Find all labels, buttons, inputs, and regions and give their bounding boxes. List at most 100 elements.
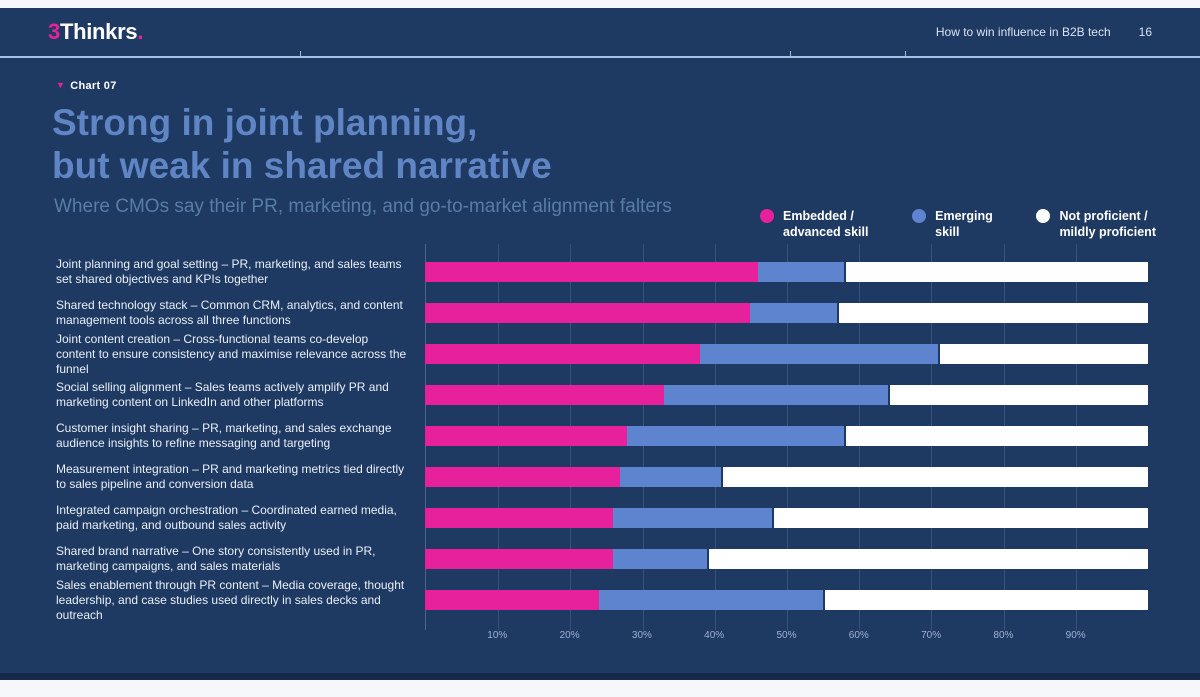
bar-segment-embedded — [425, 590, 599, 611]
category-label: Shared brand narrative – One story consi… — [56, 544, 376, 574]
category-label: Customer insight sharing – PR, marketing… — [56, 421, 392, 451]
document-title: How to win influence in B2B tech — [935, 25, 1111, 39]
bar-segment-not-proficient — [772, 508, 1148, 529]
axis-tick-label: 40% — [704, 629, 725, 641]
stacked-bar — [425, 467, 1148, 488]
category-label: Joint planning and goal setting – PR, ma… — [56, 257, 402, 287]
stacked-bar — [425, 344, 1148, 365]
divider-tick — [905, 51, 906, 56]
chart-row: Customer insight sharing – PR, marketing… — [0, 416, 1200, 457]
divider-tick — [790, 51, 791, 56]
stacked-bar — [425, 549, 1148, 570]
axis-tick-label: 20% — [559, 629, 580, 641]
legend-item: Not proficient / mildly proficient — [1036, 208, 1156, 241]
bar-segment-emerging — [612, 549, 707, 570]
divider-tick — [300, 51, 301, 56]
legend-item: Embedded / advanced skill — [760, 208, 868, 241]
bar-track — [425, 549, 1148, 570]
bar-segment-not-proficient — [721, 467, 1148, 488]
category-label: Joint content creation – Cross-functiona… — [56, 331, 407, 376]
slide: 3Thinkrs. How to win influence in B2B te… — [0, 8, 1200, 680]
bar-segment-embedded — [425, 508, 613, 529]
bar-segment-emerging — [757, 262, 845, 283]
bar-segment-emerging — [750, 303, 838, 324]
bar-segment-not-proficient — [822, 590, 1148, 611]
bar-track — [425, 385, 1148, 406]
chart-row: Measurement integration – PR and marketi… — [0, 457, 1200, 498]
logo-dot: . — [137, 19, 144, 44]
bar-track — [425, 590, 1148, 611]
logo-name: Thinkrs — [59, 19, 138, 44]
legend-dot-icon — [760, 209, 774, 223]
header: 3Thinkrs. How to win influence in B2B te… — [0, 8, 1200, 56]
bar-segment-embedded — [425, 385, 664, 406]
chart-rows: Joint planning and goal setting – PR, ma… — [0, 252, 1200, 622]
header-right: How to win influence in B2B tech 16 — [936, 25, 1152, 39]
bar-segment-emerging — [627, 426, 845, 447]
stacked-bar-chart: Joint planning and goal setting – PR, ma… — [0, 243, 1200, 647]
legend-dot-icon — [912, 209, 927, 223]
footer-band — [0, 673, 1200, 680]
bar-segment-emerging — [663, 385, 888, 406]
bar-segment-not-proficient — [837, 303, 1148, 324]
subtitle: Where CMOs say their PR, marketing, and … — [54, 195, 672, 217]
bar-track — [425, 426, 1148, 447]
stacked-bar — [425, 303, 1148, 324]
bar-track — [425, 262, 1148, 283]
axis-tick-label: 80% — [993, 629, 1014, 641]
logo-prefix: 3 — [48, 19, 60, 44]
x-axis: 10% 20% 30% 40% 50% 60% 70% 80% 90% — [425, 621, 1148, 647]
bar-segment-not-proficient — [887, 385, 1148, 406]
axis-tick-label: 90% — [1065, 629, 1086, 641]
axis-tick-label: 70% — [921, 629, 942, 641]
category-label: Measurement integration – PR and marketi… — [56, 462, 405, 492]
bar-segment-embedded — [425, 467, 621, 488]
axis-tick-label: 30% — [631, 629, 652, 641]
legend-item-label: Embedded / advanced skill — [783, 209, 869, 240]
axis-tick-label: 10% — [487, 629, 508, 641]
bar-segment-embedded — [425, 344, 700, 365]
stacked-bar — [425, 508, 1148, 529]
axis-tick-label: 60% — [848, 629, 869, 641]
category-label: Integrated campaign orchestration – Coor… — [56, 503, 397, 533]
chart-row: Joint content creation – Cross-functiona… — [0, 331, 1200, 376]
chart-row: Joint planning and goal setting – PR, ma… — [0, 252, 1200, 293]
title-line-2: but weak in shared narrative — [52, 145, 552, 187]
chart-row: Shared technology stack – Common CRM, an… — [0, 293, 1200, 334]
page-number: 16 — [1138, 25, 1152, 39]
bar-segment-not-proficient — [706, 549, 1148, 570]
bar-track — [425, 344, 1148, 365]
stacked-bar — [425, 385, 1148, 406]
chart-legend: Embedded / advanced skill Emerging skill N… — [760, 208, 1156, 241]
axis-tick-label: 50% — [776, 629, 797, 641]
bar-segment-embedded — [425, 262, 758, 283]
chart-row: Social selling alignment – Sales teams a… — [0, 375, 1200, 416]
stacked-bar — [425, 426, 1148, 447]
chart-row: Sales enablement through PR content – Me… — [0, 577, 1200, 622]
triangle-icon: ▼ — [56, 80, 66, 90]
title-line-1: Strong in joint planning, — [52, 102, 478, 143]
bar-segment-not-proficient — [844, 426, 1148, 447]
category-label: Shared technology stack – Common CRM, an… — [56, 298, 403, 328]
brand-logo: 3Thinkrs. — [48, 19, 143, 45]
bar-segment-embedded — [425, 426, 628, 447]
category-label: Sales enablement through PR content – Me… — [56, 577, 405, 622]
chart-number-label: ▼ Chart 07 — [56, 80, 1200, 92]
bar-track — [425, 303, 1148, 324]
bar-segment-emerging — [598, 590, 823, 611]
bar-segment-not-proficient — [938, 344, 1148, 365]
bar-segment-emerging — [612, 508, 773, 529]
bar-segment-emerging — [699, 344, 939, 365]
legend-item-label: Emerging skill — [935, 209, 993, 240]
header-divider — [0, 51, 1200, 58]
category-label: Social selling alignment – Sales teams a… — [56, 380, 389, 410]
bar-segment-emerging — [620, 467, 722, 488]
legend-dot-icon — [1036, 209, 1051, 223]
chart-row: Integrated campaign orchestration – Coor… — [0, 498, 1200, 539]
bar-segment-embedded — [425, 303, 751, 324]
legend-item-label: Not proficient / mildly proficient — [1059, 209, 1156, 240]
chart-row: Shared brand narrative – One story consi… — [0, 539, 1200, 580]
chart-number-text: Chart 07 — [70, 80, 117, 92]
legend-item: Emerging skill — [912, 208, 993, 241]
bar-track — [425, 467, 1148, 488]
